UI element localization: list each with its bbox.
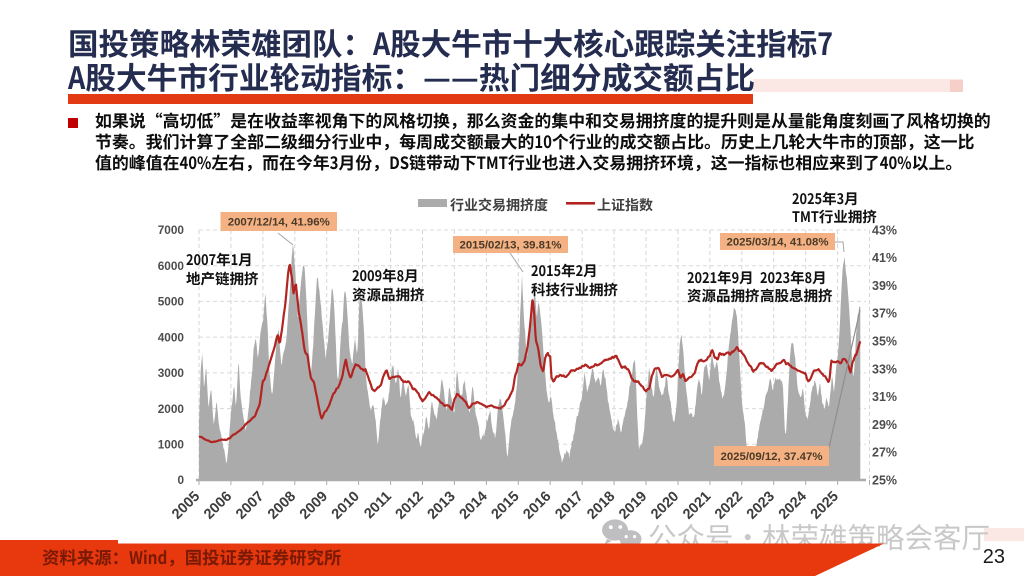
- svg-text:4000: 4000: [158, 330, 185, 344]
- svg-text:2025/03/14, 41.08%: 2025/03/14, 41.08%: [727, 237, 829, 249]
- svg-text:1000: 1000: [158, 438, 185, 452]
- svg-text:2000: 2000: [158, 402, 185, 416]
- svg-text:6000: 6000: [158, 259, 185, 273]
- svg-text:31%: 31%: [872, 390, 897, 404]
- svg-text:43%: 43%: [872, 223, 897, 237]
- svg-text:2007/12/14, 41.96%: 2007/12/14, 41.96%: [228, 217, 330, 229]
- svg-text:41%: 41%: [872, 251, 897, 265]
- svg-text:7000: 7000: [158, 223, 185, 237]
- svg-text:37%: 37%: [872, 307, 897, 321]
- svg-text:2015/02/13, 39.81%: 2015/02/13, 39.81%: [460, 240, 562, 252]
- svg-text:0: 0: [177, 473, 184, 487]
- svg-text:39%: 39%: [872, 279, 897, 293]
- svg-text:29%: 29%: [872, 418, 897, 432]
- svg-text:35%: 35%: [872, 335, 897, 349]
- svg-text:3000: 3000: [158, 366, 185, 380]
- svg-text:25%: 25%: [872, 473, 897, 487]
- svg-text:2025/09/12, 37.47%: 2025/09/12, 37.47%: [721, 451, 823, 463]
- svg-text:23: 23: [983, 546, 1005, 568]
- svg-text:5000: 5000: [158, 295, 185, 309]
- svg-text:27%: 27%: [872, 446, 897, 460]
- svg-text:33%: 33%: [872, 362, 897, 376]
